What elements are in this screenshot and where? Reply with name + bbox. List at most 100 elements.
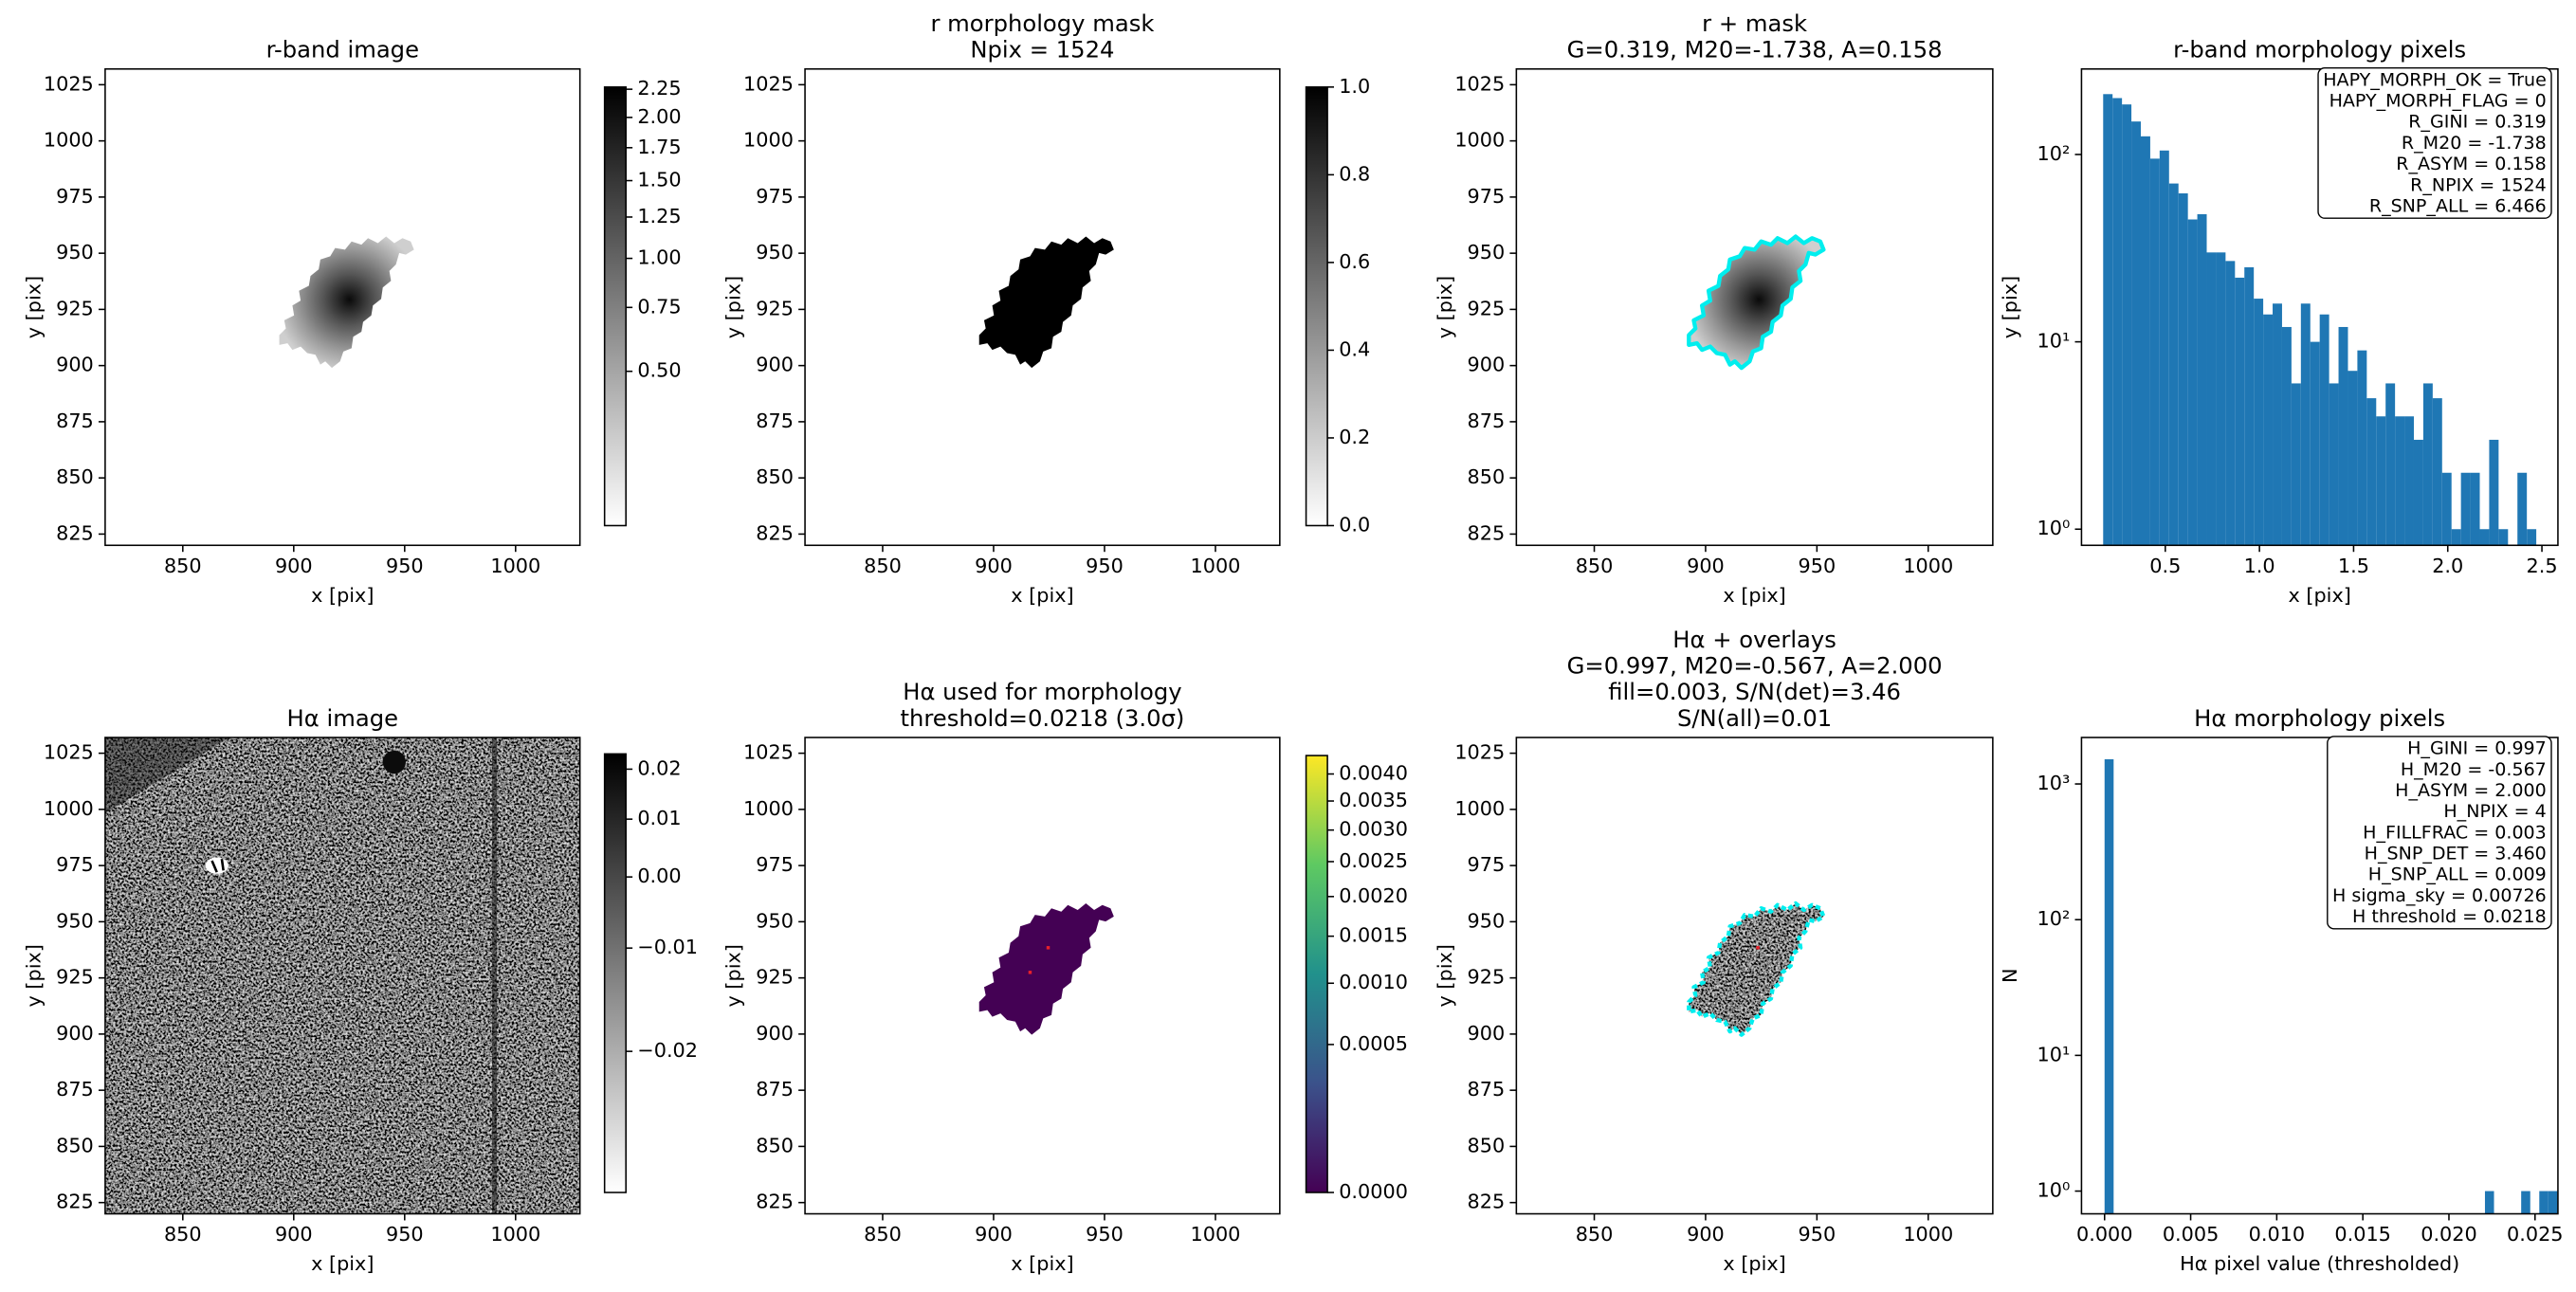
y-tick-label: 900 [756,354,794,376]
y-tick-label: 950 [1468,909,1506,932]
bar [2539,1191,2549,1214]
bar [2470,472,2480,546]
y-tick-label: 975 [56,853,94,876]
panel-title: fill=0.003, S/N(det)=3.46 [1608,678,1901,705]
bar [2413,439,2423,546]
axes-frame [2080,737,2559,1215]
x-tick-label: 900 [275,1223,313,1246]
panel-title: Npix = 1524 [970,36,1114,64]
stats-line: H_FILLFRAC = 0.003 [2363,822,2547,843]
mask-source [978,236,1114,369]
x-tick-label: 950 [1799,555,1836,577]
stats-line: H_ASYM = 2.000 [2395,780,2547,801]
panel-title: G=0.997, M20=-0.567, A=2.000 [1567,652,1943,680]
y-tick-label: 10² [2037,142,2071,165]
axes-frame [2080,67,2559,547]
bar [2103,94,2113,546]
x-tick-label: 850 [1576,555,1614,577]
colorbar-tick-label: 0.01 [637,807,681,829]
axes-frame [804,737,1281,1215]
stats-line: R_NPIX = 1524 [2410,174,2547,195]
y-tick-label: 850 [756,465,794,488]
x-tick-label: 950 [1086,1223,1124,1246]
y-tick-label: 900 [756,1022,794,1045]
x-tick-label: 850 [864,555,902,577]
colorbar-tick-label: 0.2 [1339,426,1370,448]
y-tick-label: 925 [756,966,794,989]
x-tick-label: 0.5 [2149,555,2181,577]
bar [2460,472,2471,546]
x-tick-label: 850 [1576,1223,1614,1246]
x-axis-label: x [pix] [1011,1252,1073,1275]
y-tick-label: 875 [56,409,94,432]
colorbar-tick-label: 0.75 [637,295,681,318]
colorbar-tick-label: 2.00 [637,105,681,128]
halpha-used-source [978,903,1114,1035]
y-tick-label: 1000 [1454,797,1505,820]
y-tick-label: 975 [56,185,94,208]
bar [2168,183,2179,546]
colorbar-tick-label: 0.8 [1339,162,1370,185]
colorbar-tick-label: 0.0010 [1339,971,1408,993]
colorbar-tick-label: 0.0035 [1339,789,1408,811]
bar [2300,303,2311,546]
y-tick-label: 850 [56,1134,94,1156]
bar [2206,252,2217,546]
y-tick-label: 825 [756,521,794,544]
x-axis-label: x [pix] [1011,584,1073,607]
x-tick-label: 850 [164,1223,202,1246]
hot-pixel [1756,946,1760,950]
x-tick-label: 1000 [1903,1223,1953,1246]
noise-field [104,737,580,1214]
bar [2225,261,2236,546]
x-tick-label: 950 [1086,555,1124,577]
x-axis-label: x [pix] [1723,1252,1785,1275]
dark-spot [382,750,407,774]
colorbar-tick-label: 1.00 [637,246,681,269]
y-axis-label: y [pix] [22,276,45,338]
y-tick-label: 950 [756,241,794,264]
colorbar-tick-label: 1.0 [1339,75,1370,98]
colorbar [603,86,627,527]
x-axis-label: x [pix] [311,584,374,607]
y-tick-label: 875 [56,1078,94,1101]
x-tick-label: 850 [164,555,202,577]
y-axis-label: y [pix] [1434,276,1456,338]
panel-title: Hα used for morphology [903,678,1181,705]
axes-frame [104,737,581,1215]
bar [2140,136,2150,546]
y-tick-label: 950 [56,909,94,932]
y-tick-label: 950 [756,909,794,932]
stats-frame [2317,66,2552,219]
panel-title: r + mask [1702,9,1807,37]
colorbar-tick-label: −0.02 [637,1039,698,1062]
colorbar-tick-label: 0.0 [1339,513,1370,536]
bar [2489,439,2499,546]
panel-title: G=0.319, M20=-1.738, A=0.158 [1567,36,1943,64]
stats-line: R_GINI = 0.319 [2408,112,2547,133]
stats-line: R_SNP_ALL = 6.466 [2369,195,2547,216]
colorbar-tick-label: 1.25 [637,205,681,227]
stats-line: R_ASYM = 0.158 [2396,154,2547,174]
stats-frame [2327,736,2552,930]
panel-title: r-band image [266,36,419,64]
x-tick-label: 900 [975,1223,1013,1246]
bar [2149,158,2160,546]
bar [2338,326,2348,546]
x-tick-label: 900 [1687,1223,1725,1246]
x-tick-label: 900 [1687,555,1725,577]
bar [2357,350,2367,546]
bar [2197,213,2207,546]
bar [2187,219,2198,546]
x-tick-label: 0.020 [2421,1223,2477,1246]
y-tick-label: 1025 [1454,72,1505,95]
x-tick-label: 0.005 [2163,1223,2220,1246]
y-tick-label: 10⁰ [2037,517,2071,539]
bar [2432,398,2442,546]
bar [2548,1191,2558,1214]
bar [2244,266,2255,546]
y-tick-label: 10¹ [2037,1043,2071,1065]
bar [2451,529,2461,546]
